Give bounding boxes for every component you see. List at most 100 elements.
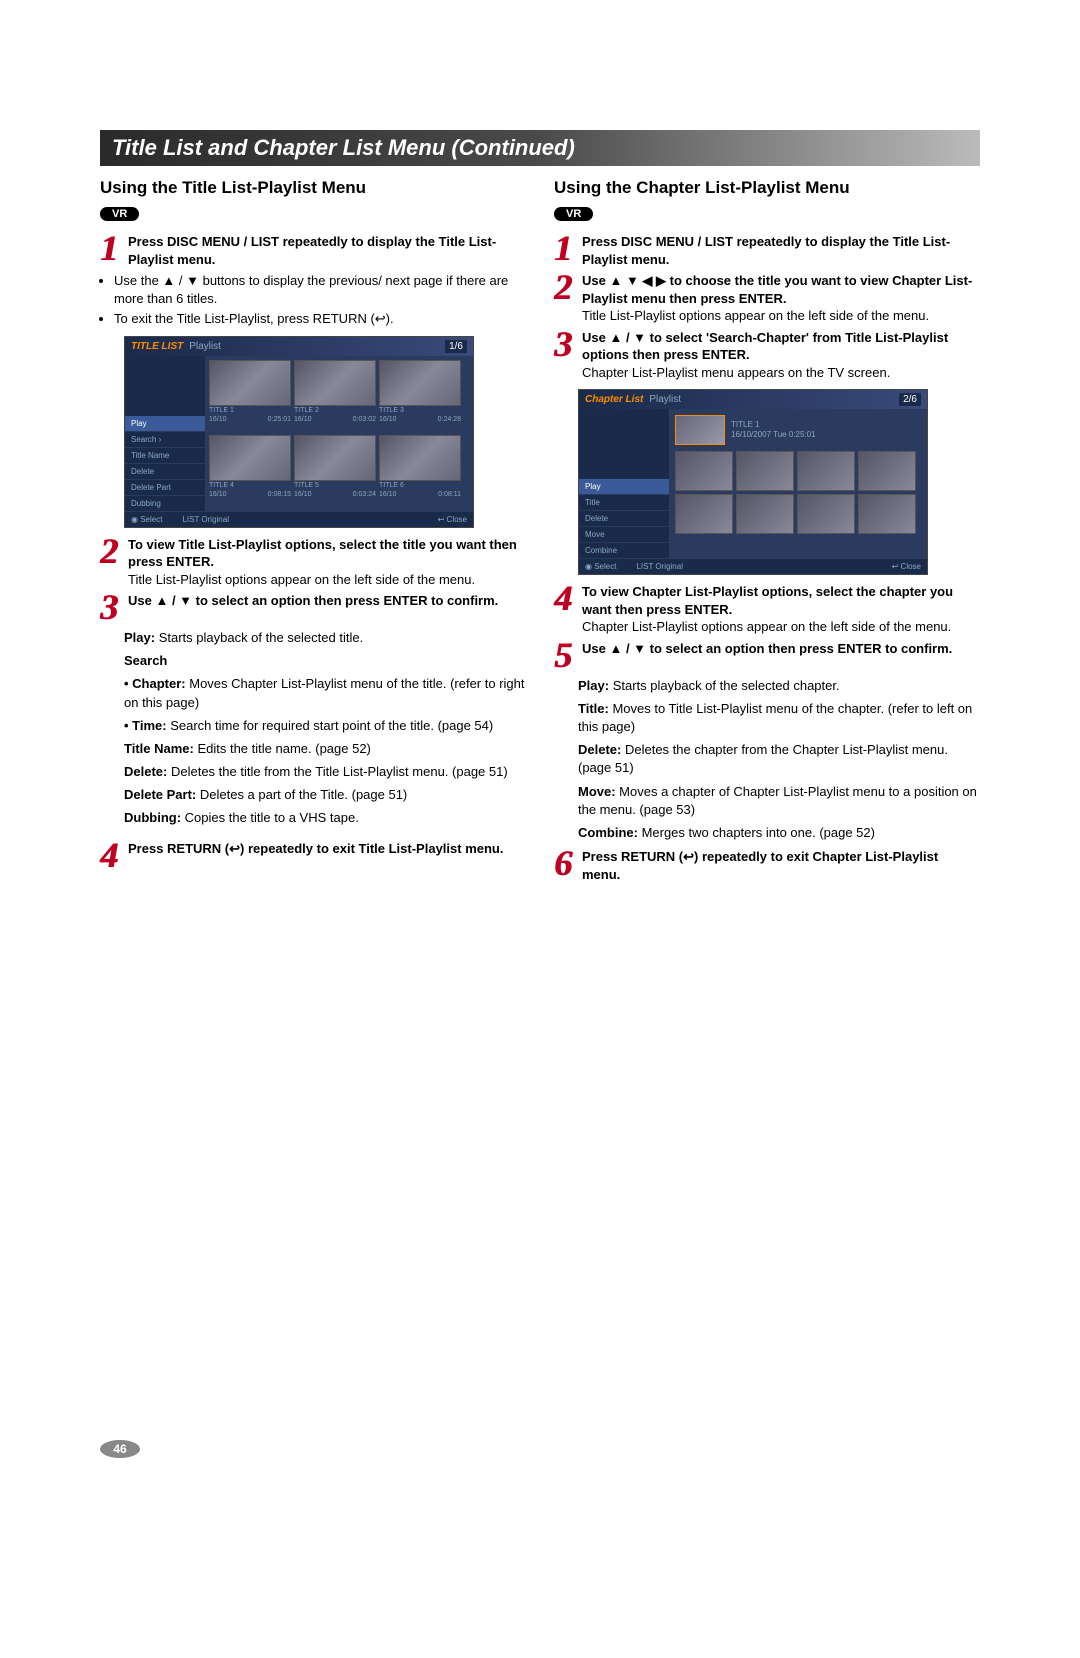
left-step-1: 1 Press DISC MENU / LIST repeatedly to d… bbox=[100, 233, 526, 268]
delete-label: Delete: bbox=[578, 742, 621, 757]
step-body: Title List-Playlist options appear on th… bbox=[128, 572, 475, 587]
ss-selected-thumb bbox=[675, 415, 725, 445]
ss-menu-item: Delete Part bbox=[125, 480, 205, 496]
ss-menu-item: Delete bbox=[125, 464, 205, 480]
ss-footer-select: ◉ Select bbox=[131, 515, 162, 524]
ss-menu-item: Play bbox=[125, 416, 205, 432]
delete-text: Deletes the chapter from the Chapter Lis… bbox=[578, 742, 948, 775]
ss-footer: ◉ Select LIST Original ↩ Close bbox=[125, 512, 473, 527]
ss-thumb: TITLE 116/100:25:01 bbox=[209, 360, 291, 433]
ss-subtitle: Playlist bbox=[189, 341, 221, 352]
titlename-label: Title Name: bbox=[124, 741, 194, 756]
ss-thumb: TITLE 616/100:08:11 bbox=[379, 435, 461, 508]
combine-label: Combine: bbox=[578, 825, 638, 840]
step-lead: Use ▲ ▼ ◀ ▶ to choose the title you want… bbox=[582, 273, 972, 306]
combine-text: Merges two chapters into one. (page 52) bbox=[638, 825, 875, 840]
step-body: Chapter List-Playlist options appear on … bbox=[582, 619, 951, 634]
ss-chapter-thumb bbox=[675, 494, 733, 534]
vr-badge-left: VR bbox=[100, 207, 139, 221]
right-column: Using the Chapter List-Playlist Menu VR … bbox=[554, 178, 980, 883]
ss-chapter-thumb bbox=[858, 494, 916, 534]
ss-footer-close: ↩ Close bbox=[438, 515, 467, 524]
left-column: Using the Title List-Playlist Menu VR 1 … bbox=[100, 178, 526, 883]
ss-header: TITLE LIST Playlist 1/6 bbox=[125, 337, 473, 356]
left-bullets: Use the ▲ / ▼ buttons to display the pre… bbox=[114, 272, 526, 328]
step-lead: Press DISC MENU / LIST repeatedly to dis… bbox=[582, 234, 950, 267]
left-step-2: 2 To view Title List-Playlist options, s… bbox=[100, 536, 526, 589]
move-label: Move: bbox=[578, 784, 616, 799]
ss-title: TITLE LIST bbox=[131, 341, 183, 352]
step-body: Title List-Playlist options appear on th… bbox=[582, 308, 929, 323]
play-text: Starts playback of the selected title. bbox=[155, 630, 363, 645]
step-number: 1 bbox=[100, 233, 124, 268]
step-number: 6 bbox=[554, 848, 578, 883]
ss-header: Chapter List Playlist 2/6 bbox=[579, 390, 927, 409]
chapter-list-screenshot: Chapter List Playlist 2/6 Play Title Del… bbox=[578, 389, 928, 575]
delete-label: Delete: bbox=[124, 764, 167, 779]
ss-title: Chapter List bbox=[585, 394, 643, 405]
left-step-4: 4 Press RETURN (↩) repeatedly to exit Ti… bbox=[100, 840, 526, 871]
right-step-6: 6 Press RETURN (↩) repeatedly to exit Ch… bbox=[554, 848, 980, 883]
dubbing-text: Copies the title to a VHS tape. bbox=[181, 810, 359, 825]
left-options-descriptions: Play: Starts playback of the selected ti… bbox=[124, 629, 526, 828]
ss-thumbnails: TITLE 116/100:25:01 TITLE 216/100:03:02 … bbox=[205, 356, 473, 512]
step-lead: Use ▲ / ▼ to select 'Search-Chapter' fro… bbox=[582, 330, 948, 363]
deletepart-text: Deletes a part of the Title. (page 51) bbox=[196, 787, 407, 802]
title-label: Title: bbox=[578, 701, 609, 716]
ss-footer-close: ↩ Close bbox=[892, 562, 921, 571]
step-number: 4 bbox=[554, 583, 578, 636]
title-list-screenshot: TITLE LIST Playlist 1/6 Play Search › Ti… bbox=[124, 336, 474, 528]
ss-footer-original: LIST Original bbox=[182, 515, 229, 524]
ss-menu-item: Move bbox=[579, 527, 669, 543]
ss-chapter-thumb bbox=[736, 451, 794, 491]
right-step-5: 5 Use ▲ / ▼ to select an option then pre… bbox=[554, 640, 980, 671]
ss-thumb: TITLE 516/100:03:24 bbox=[294, 435, 376, 508]
ss-page-indicator: 2/6 bbox=[899, 393, 921, 406]
ss-menu-item: Delete bbox=[579, 511, 669, 527]
ss-side-menu: Play Title Delete Move Combine bbox=[579, 409, 669, 559]
titlename-text: Edits the title name. (page 52) bbox=[194, 741, 371, 756]
right-step-4: 4 To view Chapter List-Playlist options,… bbox=[554, 583, 980, 636]
ss-selected-title: TITLE 1 16/10/2007 Tue 0:25:01 bbox=[675, 415, 921, 445]
step-lead: Use ▲ / ▼ to select an option then press… bbox=[128, 593, 498, 608]
title-text: Moves to Title List-Playlist menu of the… bbox=[578, 701, 972, 734]
right-step-1: 1 Press DISC MENU / LIST repeatedly to d… bbox=[554, 233, 980, 268]
page-title-bar: Title List and Chapter List Menu (Contin… bbox=[100, 130, 980, 166]
left-heading: Using the Title List-Playlist Menu bbox=[100, 178, 526, 198]
page-number-container: 46 bbox=[100, 1440, 140, 1458]
ss-menu-item: Title bbox=[579, 495, 669, 511]
left-step-3: 3 Use ▲ / ▼ to select an option then pre… bbox=[100, 592, 526, 623]
move-text: Moves a chapter of Chapter List-Playlist… bbox=[578, 784, 977, 817]
delete-text: Deletes the title from the Title List-Pl… bbox=[167, 764, 507, 779]
play-label: Play: bbox=[124, 630, 155, 645]
search-label: Search bbox=[124, 653, 167, 668]
search-chapter-label: • Chapter: bbox=[124, 676, 186, 691]
step-number: 2 bbox=[554, 272, 578, 325]
right-step-3: 3 Use ▲ / ▼ to select 'Search-Chapter' f… bbox=[554, 329, 980, 382]
right-options-descriptions: Play: Starts playback of the selected ch… bbox=[578, 677, 980, 843]
step-lead: Press RETURN (↩) repeatedly to exit Titl… bbox=[128, 841, 503, 856]
step-lead: Press DISC MENU / LIST repeatedly to dis… bbox=[128, 234, 496, 267]
ss-page-indicator: 1/6 bbox=[445, 340, 467, 353]
bullet-item: Use the ▲ / ▼ buttons to display the pre… bbox=[114, 272, 526, 307]
play-label: Play: bbox=[578, 678, 609, 693]
ss-chapter-thumb bbox=[797, 494, 855, 534]
step-body: Chapter List-Playlist menu appears on th… bbox=[582, 365, 890, 380]
ss-footer-original: LIST Original bbox=[636, 562, 683, 571]
step-lead: To view Chapter List-Playlist options, s… bbox=[582, 584, 953, 617]
ss-thumb: TITLE 316/100:24:28 bbox=[379, 360, 461, 433]
step-lead: Press RETURN (↩) repeatedly to exit Chap… bbox=[582, 849, 938, 882]
ss-menu-item: Play bbox=[579, 479, 669, 495]
page-number: 46 bbox=[100, 1440, 140, 1458]
ss-chapter-thumb bbox=[675, 451, 733, 491]
ss-footer: ◉ Select LIST Original ↩ Close bbox=[579, 559, 927, 574]
ss-side-menu: Play Search › Title Name Delete Delete P… bbox=[125, 356, 205, 512]
vr-badge-right: VR bbox=[554, 207, 593, 221]
ss-thumb: TITLE 216/100:03:02 bbox=[294, 360, 376, 433]
step-lead: Use ▲ / ▼ to select an option then press… bbox=[582, 641, 952, 656]
deletepart-label: Delete Part: bbox=[124, 787, 196, 802]
ss-chapter-thumb bbox=[858, 451, 916, 491]
ss-chapter-thumb bbox=[797, 451, 855, 491]
play-text: Starts playback of the selected chapter. bbox=[609, 678, 840, 693]
ss-thumb: TITLE 416/100:08:15 bbox=[209, 435, 291, 508]
